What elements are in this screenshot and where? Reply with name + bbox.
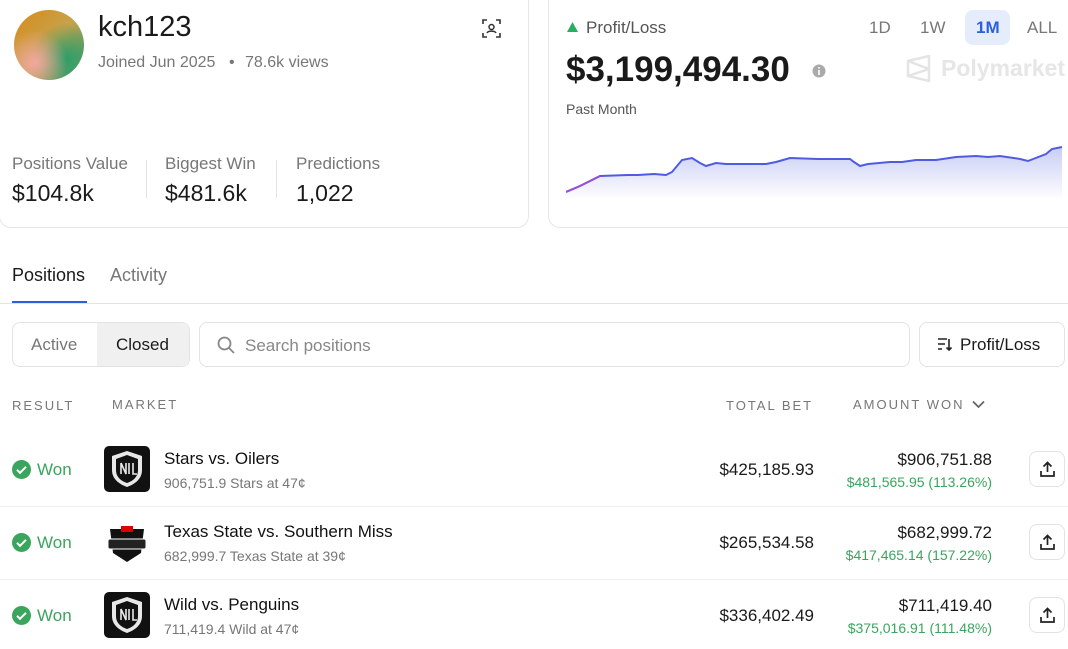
won-icon: [12, 460, 31, 479]
market-title[interactable]: Stars vs. Oilers: [164, 449, 280, 468]
won-icon: [12, 533, 31, 552]
won-icon: [12, 606, 31, 625]
market-icon: [104, 446, 150, 492]
filter-active[interactable]: Closed: [116, 335, 169, 354]
views: 78.6k views: [245, 54, 329, 71]
brand-logo: [906, 55, 931, 82]
range[interactable]: 1M: [976, 18, 1000, 37]
pnl-label: Profit/Loss: [586, 18, 667, 37]
result: Won: [37, 533, 72, 552]
scan-icon[interactable]: [482, 19, 501, 38]
stat-label: Biggest Win: [165, 154, 256, 173]
stat-value: 1,022: [296, 180, 354, 206]
tab[interactable]: Activity: [110, 265, 168, 285]
profit: $417,465.14 (157.22%): [845, 547, 992, 563]
profit: $375,016.91 (111.48%): [847, 620, 992, 636]
total-bet: $425,185.93: [719, 460, 814, 479]
stat-value: $481.6k: [165, 180, 247, 206]
range-active-bg: [965, 10, 1010, 45]
pnl-value: $3,199,494.30: [566, 50, 790, 89]
stat-value: $104.8k: [12, 180, 94, 206]
sort-chevron: [972, 400, 985, 409]
row-divider: [0, 506, 1068, 507]
total-bet: $265,534.58: [719, 533, 814, 552]
username: kch123: [98, 11, 192, 43]
dot: •: [229, 54, 235, 71]
period: Past Month: [566, 101, 637, 117]
sort-button[interactable]: [919, 322, 1065, 367]
joined: Joined Jun 2025: [98, 54, 216, 71]
avatar: [14, 10, 84, 80]
divider: [146, 160, 147, 198]
stat-label: Predictions: [296, 154, 381, 173]
profile-card: [0, 0, 529, 228]
tab-divider: [0, 303, 1068, 304]
pnl-card: [548, 0, 1068, 228]
search-box[interactable]: [199, 322, 910, 367]
range[interactable]: 1W: [920, 18, 946, 37]
brand: Polymarket: [941, 55, 1066, 81]
filter[interactable]: Active: [31, 335, 78, 354]
market-title[interactable]: Texas State vs. Southern Miss: [164, 522, 393, 541]
share-button[interactable]: [1029, 597, 1065, 633]
sparkline: [566, 146, 1063, 200]
share-button[interactable]: [1029, 524, 1065, 560]
sort-icon: [938, 338, 953, 352]
amount-won: $682,999.72: [897, 523, 992, 542]
market-title[interactable]: Wild vs. Penguins: [164, 595, 300, 614]
divider: [276, 160, 277, 198]
sort-label[interactable]: Profit/Loss: [960, 335, 1041, 354]
row-divider: [0, 579, 1068, 580]
column-header: RESULT: [12, 398, 75, 413]
tab-active[interactable]: Positions: [12, 265, 86, 285]
amount-won: $711,419.40: [898, 596, 992, 615]
filter-active-bg: [97, 323, 189, 366]
result: Won: [37, 460, 72, 479]
tab-underline: [12, 301, 87, 303]
column-header: MARKET: [112, 397, 179, 412]
search-icon: [217, 336, 235, 354]
search-placeholder: Search positions: [245, 336, 371, 355]
filter-toggle: [12, 322, 190, 367]
profit: $481,565.95 (113.26%): [846, 474, 992, 490]
range[interactable]: 1D: [869, 18, 891, 37]
share-icon: [1040, 607, 1055, 623]
market-icon: [104, 592, 150, 638]
share-icon: [1040, 534, 1055, 550]
column-header[interactable]: TOTAL BET: [726, 398, 814, 413]
stat-label: Positions Value: [12, 154, 128, 173]
range[interactable]: ALL: [1027, 18, 1058, 37]
info-icon[interactable]: [812, 64, 826, 78]
result: Won: [37, 606, 72, 625]
market-icon: [104, 519, 150, 565]
column-header[interactable]: AMOUNT WON: [853, 397, 965, 412]
market-subtitle: 711,419.4 Wild at 47¢: [164, 621, 300, 637]
amount-won: $906,751.88: [897, 450, 992, 469]
share-icon: [1040, 461, 1055, 477]
total-bet: $336,402.49: [719, 606, 814, 625]
market-subtitle: 906,751.9 Stars at 47¢: [164, 475, 306, 491]
market-subtitle: 682,999.7 Texas State at 39¢: [164, 548, 346, 564]
up-arrow: [567, 22, 578, 32]
share-button[interactable]: [1029, 451, 1065, 487]
